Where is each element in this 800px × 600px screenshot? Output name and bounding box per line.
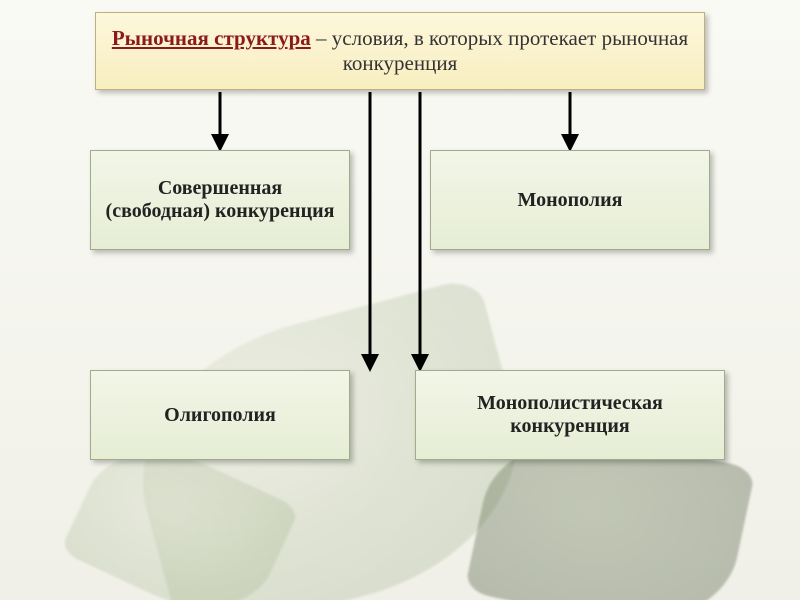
structure-label: Совершенная (свободная) конкуренция (105, 177, 335, 223)
header-term: Рыночная структура (112, 26, 311, 50)
structure-box-oligopoly: Олигополия (90, 370, 350, 460)
structure-label: Монополистическая конкуренция (430, 392, 710, 438)
header-definition-box: Рыночная структура – условия, в которых … (95, 12, 705, 90)
structure-label: Монополия (518, 189, 623, 212)
structure-box-monopoly: Монополия (430, 150, 710, 250)
slide-background (0, 0, 800, 600)
structure-box-perfect-competition: Совершенная (свободная) конкуренция (90, 150, 350, 250)
structure-box-monopolistic-competition: Монополистическая конкуренция (415, 370, 725, 460)
header-rest: – условия, в которых протекает рыночная … (311, 26, 688, 75)
structure-label: Олигополия (164, 404, 276, 427)
